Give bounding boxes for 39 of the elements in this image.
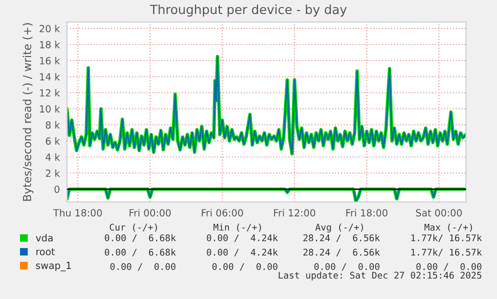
legend-label: swap_1 [36, 262, 71, 272]
y-tick-label: 12 k [40, 89, 60, 96]
text: Min (-/+) [214, 224, 261, 232]
x-tick-label: Thu 18:00 [53, 208, 102, 216]
y-tick-label: 20 k [40, 24, 60, 32]
y-tick-label: 14 k [40, 72, 60, 80]
x-tick-label: Fri 18:00 [346, 208, 388, 216]
text: 28.24 / 6.56k [303, 248, 380, 256]
text: Avg (-/+) [315, 224, 363, 232]
text: 0.00 / 4.24k [206, 248, 278, 256]
text: 0.00 / 6.68k [104, 248, 176, 256]
y-tick-label: 16 k [40, 56, 60, 64]
text: Last update: Sat Dec 27 02:15:46 2025 [278, 272, 482, 280]
legend-label: root [36, 248, 55, 256]
y-tick-label: 0 [54, 186, 60, 193]
text: 0.00 / 6.68k [104, 234, 176, 242]
text: 28.24 / 6.56k [303, 234, 380, 242]
text: 0.00 / 0.00 [314, 263, 380, 271]
x-tick-label: Fri 12:00 [274, 208, 316, 216]
text: Cur (-/+) [110, 224, 157, 232]
y-tick-label: 10 k [40, 105, 60, 113]
text: 1.77k/ 16.57k [411, 248, 482, 256]
text: 1.77k/ 16.57k [411, 234, 482, 242]
y-axis-title: Bytes/second read (-) / write (+) [22, 23, 34, 201]
x-tick-label: Sat 00:00 [416, 209, 462, 216]
x-tick-label: Fri 00:00 [130, 208, 171, 216]
y-tick-label: 4 k [46, 153, 60, 161]
text: 0.00 / 4.24k [206, 234, 278, 242]
legend-label: vda [36, 234, 53, 242]
text: 0.00 / 0.00 [416, 263, 482, 271]
chart-title: Throughput per device - by day [150, 4, 347, 17]
y-tick-label: 2 k [46, 169, 60, 177]
text: Max (-/+) [424, 224, 472, 232]
x-tick-label: Fri 06:00 [202, 208, 243, 216]
text: 0.00 / 0.00 [212, 263, 278, 271]
y-tick-label: 8 k [46, 121, 60, 129]
y-tick-label: 18 k [40, 40, 60, 48]
text: 0.00 / 0.00 [110, 263, 176, 271]
y-tick-label: 6 k [46, 137, 60, 145]
